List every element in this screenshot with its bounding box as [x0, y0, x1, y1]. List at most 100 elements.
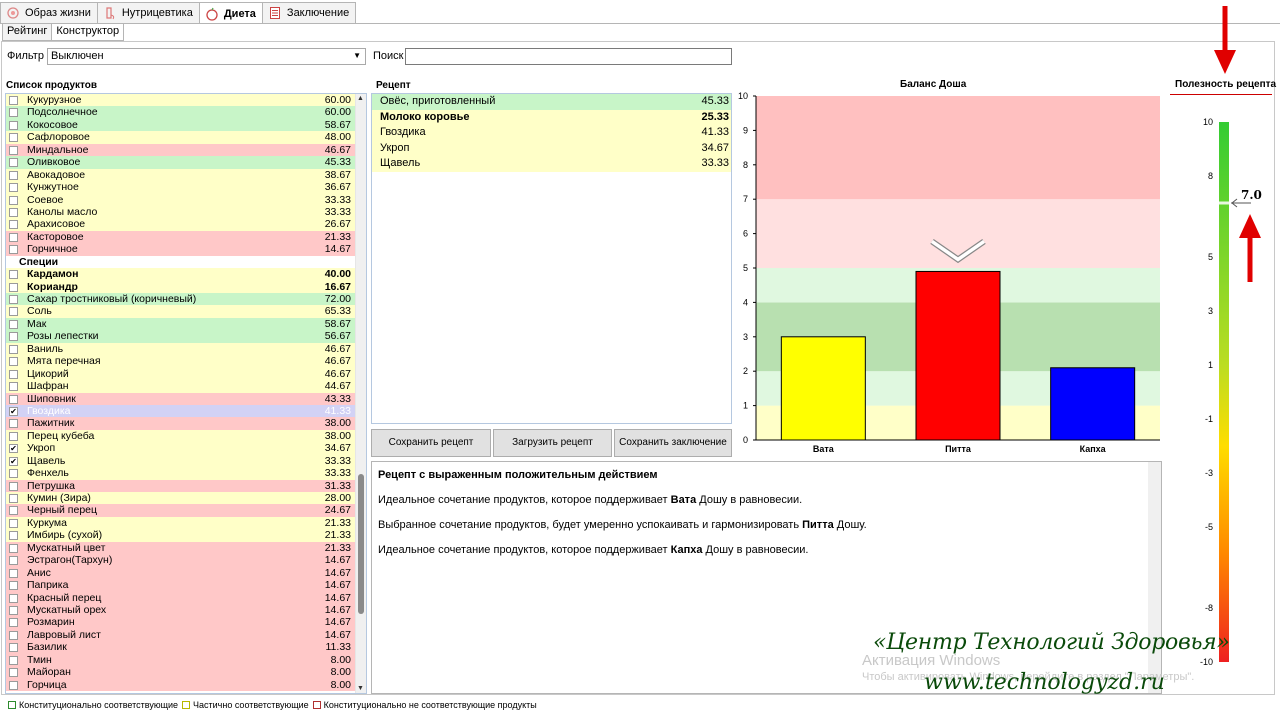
product-row[interactable]: Соевое 33.33 [6, 193, 366, 206]
product-row[interactable]: Шафран 44.67 [6, 380, 366, 393]
product-row[interactable]: Мак 58.67 [6, 317, 366, 331]
product-row[interactable]: Авокадовое 38.67 [6, 168, 366, 182]
load-recipe-button[interactable]: Загрузить рецепт [493, 429, 612, 457]
product-checkbox[interactable] [9, 506, 18, 516]
product-row[interactable]: Кумин (Зира) 28.00 [6, 492, 366, 505]
product-row[interactable]: Куркума 21.33 [6, 516, 366, 530]
product-checkbox[interactable] [9, 96, 18, 105]
product-row[interactable]: Майоран 8.00 [6, 666, 366, 679]
product-checkbox[interactable] [9, 581, 18, 591]
product-checkbox[interactable] [9, 195, 18, 205]
product-checkbox[interactable] [9, 568, 18, 578]
product-checkbox[interactable] [9, 655, 18, 665]
save-conclusion-button[interactable]: Сохранить заключение [614, 429, 732, 457]
product-checkbox[interactable]: ✔ [9, 444, 18, 454]
product-checkbox[interactable] [9, 307, 18, 317]
product-row[interactable]: Миндальное 46.67 [6, 143, 366, 157]
tab-conclusion[interactable]: Заключение [261, 2, 357, 23]
tab-diet[interactable]: Диета [198, 2, 263, 24]
save-recipe-button[interactable]: Сохранить рецепт [371, 429, 491, 457]
scroll-up-icon[interactable]: ▲ [357, 95, 364, 102]
product-list-scrollbar[interactable]: ▲ ▼ [355, 94, 366, 693]
product-row[interactable]: Красный перец 14.67 [6, 591, 366, 604]
product-row[interactable]: Тмин 8.00 [6, 653, 366, 667]
product-row[interactable]: ✔ Укроп 34.67 [6, 442, 366, 455]
product-row[interactable]: Шиповник 43.33 [6, 392, 366, 405]
product-checkbox[interactable]: ✔ [9, 456, 18, 466]
product-checkbox[interactable] [9, 270, 18, 280]
description-scrollbar[interactable] [1148, 462, 1161, 693]
product-checkbox[interactable] [9, 145, 18, 155]
product-row[interactable]: Анис 14.67 [6, 566, 366, 580]
product-row[interactable]: Арахисовое 26.67 [6, 218, 366, 231]
product-checkbox[interactable] [9, 668, 18, 678]
product-row[interactable]: Розы лепестки 56.67 [6, 330, 366, 343]
product-checkbox[interactable] [9, 319, 18, 329]
product-checkbox[interactable] [9, 207, 18, 217]
product-row[interactable]: Черный перец 24.67 [6, 504, 366, 517]
product-row[interactable]: Касторовое 21.33 [6, 230, 366, 244]
product-group-header[interactable]: Специи [6, 255, 366, 269]
filter-select[interactable]: Выключен ▼ [47, 48, 366, 65]
product-row[interactable]: Оливковое 45.33 [6, 156, 366, 169]
product-row[interactable]: Сахар тростниковый (коричневый) 72.00 [6, 293, 366, 306]
search-input[interactable] [405, 48, 732, 65]
product-row[interactable]: Соль 65.33 [6, 305, 366, 318]
product-checkbox[interactable] [9, 643, 18, 653]
product-row[interactable]: Лавровый лист 14.67 [6, 628, 366, 642]
product-checkbox[interactable] [9, 419, 18, 429]
product-checkbox[interactable] [9, 630, 18, 640]
product-checkbox[interactable] [9, 357, 18, 367]
product-checkbox[interactable] [9, 494, 18, 503]
product-checkbox[interactable] [9, 295, 18, 304]
product-checkbox[interactable] [9, 332, 18, 342]
product-checkbox[interactable] [9, 369, 18, 379]
product-row[interactable]: Мускатный цвет 21.33 [6, 541, 366, 555]
scroll-down-icon[interactable]: ▼ [357, 685, 364, 692]
recipe-row[interactable]: Щавель 33.33 [372, 156, 731, 172]
product-row[interactable]: Кориандр 16.67 [6, 280, 366, 293]
product-checkbox[interactable]: ✔ [9, 406, 18, 416]
product-row[interactable]: Эстрагон(Тархун) 14.67 [6, 554, 366, 567]
product-row[interactable]: Петрушка 31.33 [6, 479, 366, 492]
product-row[interactable]: Базилик 11.33 [6, 641, 366, 654]
product-checkbox[interactable] [9, 282, 18, 292]
recipe-row[interactable]: Гвоздика 41.33 [372, 125, 731, 141]
product-checkbox[interactable] [9, 593, 18, 603]
product-row[interactable]: Горчица 8.00 [6, 678, 366, 691]
product-row[interactable]: Паприка 14.67 [6, 579, 366, 592]
product-row[interactable]: Имбирь (сухой) 21.33 [6, 529, 366, 542]
recipe-row[interactable]: Молоко коровье 25.33 [372, 109, 731, 125]
product-row[interactable]: Подсолнечное 60.00 [6, 106, 366, 119]
product-row[interactable]: Кукурузное 60.00 [6, 94, 366, 107]
product-checkbox[interactable] [9, 220, 18, 230]
product-checkbox[interactable] [9, 531, 18, 541]
product-checkbox[interactable] [9, 133, 18, 143]
product-row[interactable]: Сафлоровое 48.00 [6, 131, 366, 144]
product-row[interactable]: ✔ Щавель 33.33 [6, 454, 366, 468]
product-row[interactable]: ✔ Гвоздика 41.33 [6, 404, 366, 418]
tab-rating[interactable]: Рейтинг [2, 24, 53, 41]
product-checkbox[interactable] [9, 170, 18, 180]
product-checkbox[interactable] [9, 232, 18, 242]
product-checkbox[interactable] [9, 543, 18, 553]
product-row[interactable]: Мята перечная 46.67 [6, 355, 366, 368]
product-row[interactable]: Кардамон 40.00 [6, 268, 366, 281]
recipe-row[interactable]: Укроп 34.67 [372, 140, 731, 156]
product-row[interactable]: Фенхель 33.33 [6, 467, 366, 480]
product-row[interactable]: Розмарин 14.67 [6, 616, 366, 629]
product-checkbox[interactable] [9, 382, 18, 392]
product-checkbox[interactable] [9, 431, 18, 441]
recipe-row[interactable]: Овёс, приготовленный 45.33 [372, 94, 731, 110]
product-row[interactable]: Пажитник 38.00 [6, 417, 366, 430]
product-row[interactable]: Кокосовое 58.67 [6, 118, 366, 132]
tab-constructor[interactable]: Конструктор [51, 24, 125, 41]
product-row[interactable]: Горчичное 14.67 [6, 243, 366, 256]
product-checkbox[interactable] [9, 108, 18, 118]
product-row[interactable]: Канолы масло 33.33 [6, 205, 366, 219]
product-row[interactable]: Цикорий 46.67 [6, 367, 366, 381]
product-checkbox[interactable] [9, 120, 18, 130]
product-checkbox[interactable] [9, 680, 18, 690]
product-checkbox[interactable] [9, 469, 18, 479]
tab-lifestyle[interactable]: Образ жизни [0, 2, 98, 23]
